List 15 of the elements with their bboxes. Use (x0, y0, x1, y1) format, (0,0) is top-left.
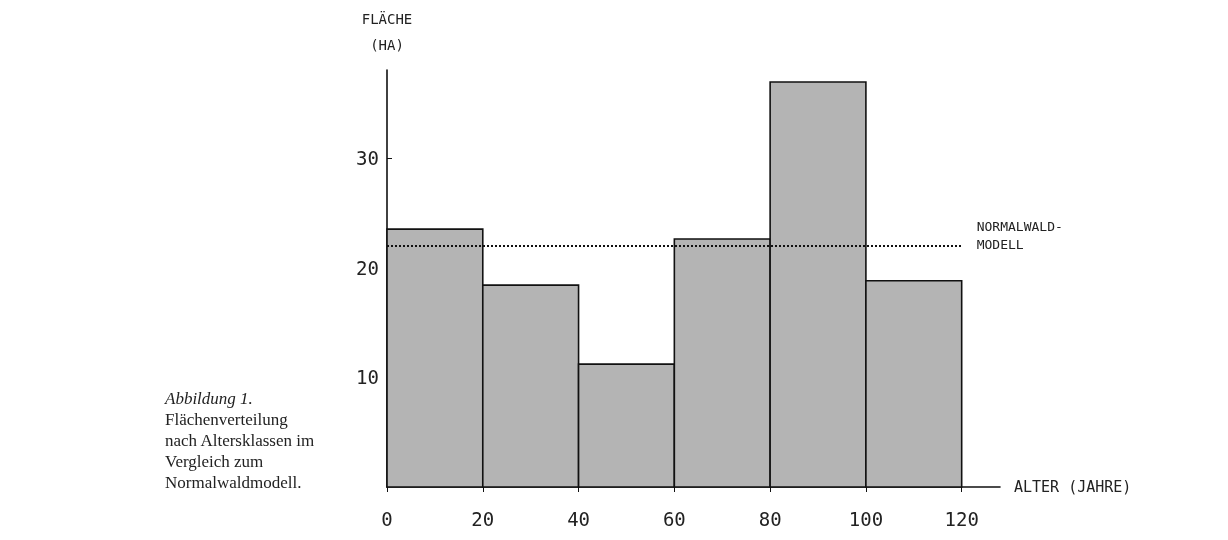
x-tick-label: 120 (944, 507, 979, 530)
y-tick-label: 30 (356, 146, 379, 169)
ref-line-label: NORMALWALD-MODELL (976, 219, 1063, 253)
y-axis-title: FLÄCHE (HA) (361, 10, 413, 53)
x-tick-label: 20 (471, 507, 495, 530)
x-axis-title: ALTER (JAHRE) (1014, 478, 1132, 496)
y-tick-label: 20 (356, 256, 379, 279)
y-tick-label: 10 (356, 366, 379, 389)
text: Abbildung 1. (165, 388, 254, 409)
x-tick-label: 100 (848, 507, 884, 530)
x-tick-label: 0 (381, 507, 393, 530)
x-tick-label: 60 (662, 507, 686, 530)
x-tick-label: 40 (567, 507, 591, 530)
text: Flächenverteilung nach Altersklassen im Vergleich zum Normalwaldmodell. (165, 410, 315, 492)
x-tick-label: 80 (758, 507, 782, 530)
